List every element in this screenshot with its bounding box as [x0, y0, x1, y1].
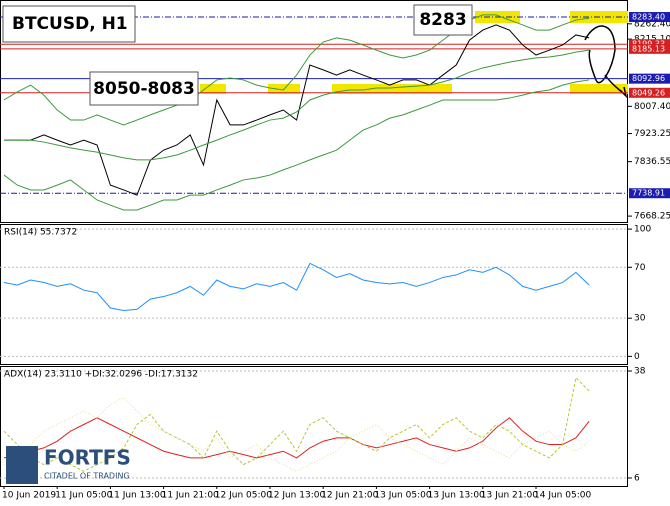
x-tick-label: 12 Jun 13:00	[268, 491, 325, 501]
zone	[570, 84, 628, 94]
y-tick-label: 8262.40	[634, 19, 670, 29]
x-tick-label: 11 Jun 05:00	[55, 491, 112, 501]
series-line	[3, 79, 590, 211]
level-tag	[629, 43, 670, 54]
chart-title: BTCUSD, H1	[12, 14, 128, 34]
y-tick-label: 8007.40	[634, 102, 670, 112]
annotation: 8050-8083	[93, 79, 195, 99]
title-box	[2, 5, 136, 43]
level-tag	[629, 188, 670, 199]
x-tick-label: 12 Jun 21:00	[321, 491, 378, 501]
y-tick-label: 7923.25	[634, 129, 670, 139]
x-tick-label: 13 Jun 13:00	[428, 491, 485, 501]
logo-name: FORTFS	[44, 446, 131, 470]
annotation-box	[89, 71, 199, 106]
series-line	[4, 49, 590, 161]
rsi-frame	[0, 224, 628, 365]
y-tick-label: 30	[634, 314, 646, 324]
level-label: 8185.13	[632, 44, 665, 53]
level-tag	[629, 87, 670, 98]
series-line	[3, 262, 590, 312]
level-tag	[629, 12, 670, 23]
y-tick-label: 70	[634, 263, 646, 273]
series-line	[3, 14, 590, 126]
annotation-box	[413, 4, 473, 36]
x-tick-label: 13 Jun 05:00	[374, 491, 431, 501]
series-line	[4, 24, 590, 196]
zone	[200, 84, 226, 94]
y-tick-label: 7836.55	[634, 157, 670, 167]
series-line	[3, 376, 590, 472]
logo-tagline: CITADEL OF TRADING	[44, 472, 130, 481]
level-tag	[629, 73, 670, 84]
level-label: 8092.96	[632, 74, 665, 83]
level-label: 8283.40	[632, 13, 665, 22]
adx-frame	[0, 366, 628, 487]
x-tick-label: 11 Jun 21:00	[162, 491, 219, 501]
zone	[332, 84, 452, 94]
y-tick-label: 100	[634, 225, 651, 235]
price-frame	[0, 0, 628, 223]
y-tick-label: 0	[634, 352, 640, 362]
rsi-label: RSI(14) 55.7372	[4, 228, 77, 238]
series-line	[3, 417, 590, 459]
arrow	[584, 25, 628, 99]
level-label: 8049.26	[632, 88, 665, 97]
x-tick-label: 13 Jun 21:00	[481, 491, 538, 501]
y-tick-label: 6	[634, 473, 640, 483]
x-tick-label: 10 Jun 2019	[2, 491, 56, 501]
adx-label: ADX(14) 23.3110 +DI:32.0296 -DI:17.3132	[4, 370, 198, 380]
logo: FORTFS CITADEL OF TRADING	[6, 446, 131, 484]
x-tick-label: 11 Jun 13:00	[108, 491, 165, 501]
annotation: 8283	[419, 10, 466, 30]
x-tick-label: 14 Jun 05:00	[534, 491, 591, 501]
logo-icon	[6, 446, 38, 484]
y-tick-label: 7668.25	[634, 212, 670, 222]
y-tick-label: 38	[634, 367, 646, 377]
level-label: 7738.91	[632, 189, 665, 198]
x-tick-label: 12 Jun 05:00	[215, 491, 272, 501]
